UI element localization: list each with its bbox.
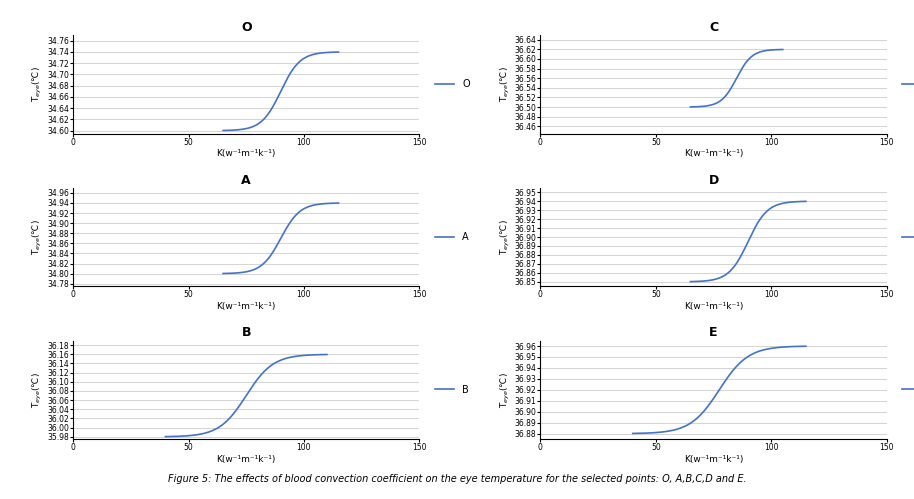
B [190, 432, 201, 438]
Line: D: D [690, 202, 806, 281]
O [239, 126, 250, 132]
Y-axis label: T$_{eye}$(℃): T$_{eye}$(℃) [498, 372, 512, 408]
C [770, 47, 781, 53]
E [627, 431, 638, 437]
Line: E: E [632, 346, 806, 434]
Legend: A: A [431, 228, 473, 246]
O [225, 127, 236, 133]
O [327, 49, 338, 55]
Y-axis label: T$_{eye}$(℃): T$_{eye}$(℃) [31, 219, 44, 255]
D [791, 199, 802, 205]
D [685, 278, 696, 284]
O [222, 127, 233, 133]
Y-axis label: T$_{eye}$(℃): T$_{eye}$(℃) [31, 372, 44, 408]
Legend: E: E [898, 381, 914, 399]
Title: O: O [241, 21, 251, 34]
E [659, 429, 670, 435]
E [792, 343, 802, 349]
Title: E: E [709, 326, 717, 339]
B [308, 352, 319, 358]
Title: D: D [708, 174, 718, 187]
E [634, 430, 645, 436]
C [709, 101, 720, 107]
D [689, 278, 700, 284]
Text: Figure 5: The effects of blood convection coefficient on the eye temperature for: Figure 5: The effects of blood convectio… [167, 474, 747, 484]
Title: B: B [241, 326, 251, 339]
C [777, 46, 788, 52]
E [785, 344, 796, 350]
C [685, 104, 696, 110]
X-axis label: K(w⁻¹m⁻¹k⁻¹): K(w⁻¹m⁻¹k⁻¹) [217, 150, 276, 159]
O [324, 49, 335, 55]
D [716, 274, 727, 280]
D [794, 199, 805, 205]
D [692, 278, 703, 284]
O [218, 128, 228, 134]
A [327, 200, 338, 206]
X-axis label: K(w⁻¹m⁻¹k⁻¹): K(w⁻¹m⁻¹k⁻¹) [217, 455, 276, 464]
Legend: B: B [431, 381, 473, 399]
D [801, 199, 812, 205]
C [772, 46, 783, 52]
Legend: D: D [898, 228, 914, 246]
E [801, 343, 812, 349]
Legend: O: O [431, 75, 473, 93]
Title: C: C [709, 21, 718, 34]
Y-axis label: T$_{eye}$(℃): T$_{eye}$(℃) [31, 66, 44, 102]
A [225, 270, 236, 276]
Legend: C: C [898, 75, 914, 93]
A [324, 201, 335, 207]
A [249, 266, 260, 272]
X-axis label: K(w⁻¹m⁻¹k⁻¹): K(w⁻¹m⁻¹k⁻¹) [217, 302, 276, 311]
D [707, 277, 717, 283]
B [203, 429, 214, 435]
A [218, 270, 228, 276]
Line: A: A [223, 203, 338, 273]
O [333, 49, 344, 55]
B [170, 434, 181, 440]
X-axis label: K(w⁻¹m⁻¹k⁻¹): K(w⁻¹m⁻¹k⁻¹) [684, 302, 743, 311]
Line: O: O [223, 52, 338, 131]
A [239, 269, 250, 275]
C [688, 104, 699, 110]
A [222, 270, 233, 276]
B [314, 352, 324, 358]
Line: C: C [690, 49, 782, 107]
Title: A: A [241, 174, 251, 187]
B [160, 434, 171, 440]
Line: B: B [165, 354, 327, 437]
X-axis label: K(w⁻¹m⁻¹k⁻¹): K(w⁻¹m⁻¹k⁻¹) [684, 150, 743, 159]
B [322, 351, 333, 357]
C [690, 104, 701, 110]
Y-axis label: T$_{eye}$(℃): T$_{eye}$(℃) [498, 219, 512, 255]
B [166, 434, 177, 440]
Y-axis label: T$_{eye}$(℃): T$_{eye}$(℃) [498, 66, 512, 102]
O [249, 123, 260, 129]
A [333, 200, 344, 206]
X-axis label: K(w⁻¹m⁻¹k⁻¹): K(w⁻¹m⁻¹k⁻¹) [684, 455, 743, 464]
E [674, 426, 685, 432]
E [638, 430, 649, 436]
C [702, 103, 713, 109]
